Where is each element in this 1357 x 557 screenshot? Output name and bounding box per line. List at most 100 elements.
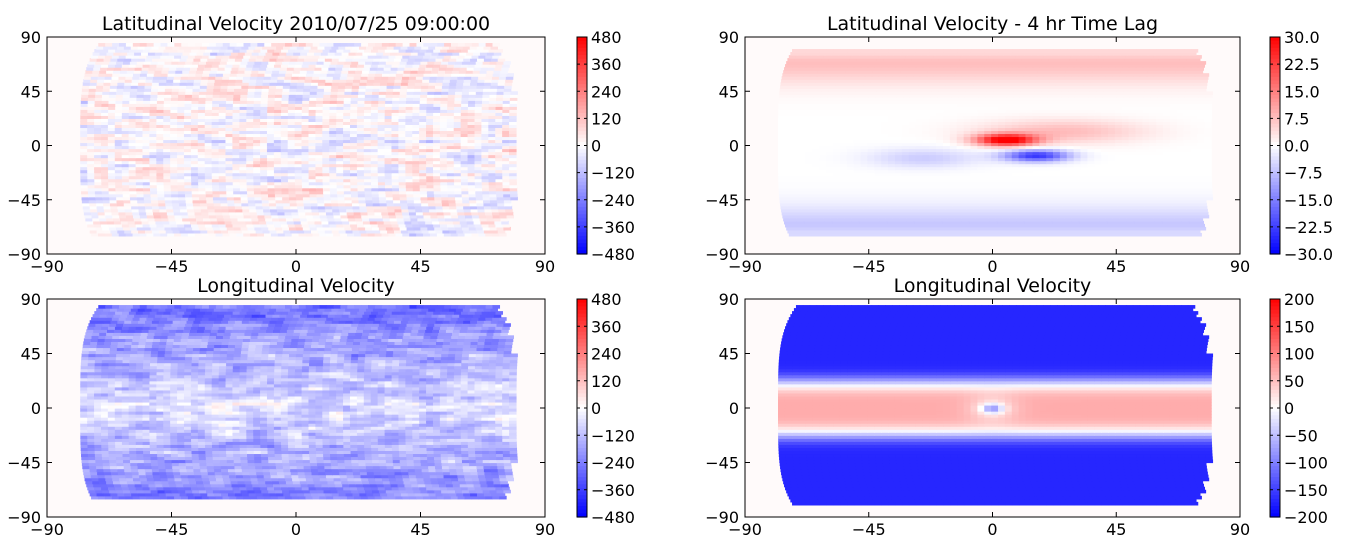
heatmap-cell [363, 223, 372, 228]
heatmap-cell [183, 127, 192, 132]
heatmap-cell [1172, 229, 1180, 234]
heatmap-cell [1168, 217, 1176, 222]
heatmap-cell [809, 211, 817, 216]
heatmap-cell [502, 157, 510, 162]
heatmap-cell [315, 181, 324, 186]
heatmap-cell [412, 49, 421, 53]
heatmap-cell [170, 145, 178, 150]
heatmap-cell [140, 217, 149, 222]
heatmap-cell [197, 223, 206, 228]
heatmap-cell [350, 109, 358, 113]
heatmap-cell [426, 139, 434, 144]
heatmap-cell [476, 88, 484, 92]
heatmap-cell [439, 127, 448, 132]
heatmap-cell [461, 61, 470, 65]
heatmap-cell [918, 208, 927, 213]
heatmap-cell [813, 193, 821, 198]
heatmap-cell [323, 196, 332, 201]
heatmap-cell [239, 127, 247, 132]
heatmap-cell [199, 46, 208, 50]
colorbar-segment [577, 47, 587, 53]
heatmap-cell [322, 169, 330, 174]
heatmap-cell [322, 175, 330, 180]
heatmap-cell [351, 91, 359, 95]
heatmap-cell [123, 88, 131, 92]
heatmap-cell [467, 133, 476, 138]
heatmap-cell [503, 94, 511, 98]
heatmap-cell [163, 157, 171, 162]
heatmap-cell [253, 172, 261, 177]
heatmap-cell [115, 106, 123, 110]
heatmap-cell [391, 118, 400, 122]
heatmap-cell [294, 49, 303, 53]
heatmap-cell [912, 232, 921, 237]
heatmap-cell [502, 187, 511, 192]
heatmap-cell [1138, 205, 1146, 210]
heatmap-cell [912, 211, 920, 216]
heatmap-cell [329, 115, 337, 119]
heatmap-cell [102, 193, 110, 198]
heatmap-cell [149, 127, 157, 132]
heatmap-cell [313, 52, 322, 56]
heatmap-cell [312, 73, 321, 77]
heatmap-cell [414, 46, 422, 50]
heatmap-cell [222, 232, 230, 237]
heatmap-cell [195, 43, 203, 47]
colorbar-segment [577, 102, 587, 107]
heatmap-cell [294, 223, 303, 228]
heatmap-cell [281, 193, 290, 198]
heatmap-cell [149, 118, 157, 122]
heatmap-cell [412, 163, 420, 168]
heatmap-cell [198, 109, 206, 113]
heatmap-cell [238, 220, 246, 225]
heatmap-cell [387, 229, 395, 234]
heatmap-cell [365, 85, 374, 89]
heatmap-cell [95, 88, 104, 92]
heatmap-cell [439, 157, 448, 162]
heatmap-cell [315, 178, 324, 183]
heatmap-cell [217, 52, 225, 56]
heatmap-cell [192, 91, 200, 95]
heatmap-cell [187, 79, 195, 83]
heatmap-cell [214, 79, 223, 83]
heatmap-cell [142, 163, 150, 168]
heatmap-cell [150, 61, 159, 65]
heatmap-cell [87, 112, 95, 116]
heatmap-cell [80, 124, 88, 129]
heatmap-cell [128, 121, 137, 125]
heatmap-cell [144, 85, 153, 89]
heatmap-cell [1160, 214, 1168, 219]
heatmap-cell [406, 97, 414, 101]
heatmap-cell [997, 220, 1005, 225]
heatmap-cell [827, 196, 835, 201]
heatmap-cell [190, 127, 199, 132]
heatmap-cell [460, 121, 469, 125]
heatmap-cell [209, 70, 218, 74]
heatmap-cell [87, 100, 96, 104]
heatmap-cell [228, 58, 236, 62]
heatmap-cell [212, 100, 220, 104]
heatmap-cell [106, 70, 114, 74]
heatmap-cell [260, 49, 268, 53]
heatmap-cell [287, 112, 296, 116]
heatmap-cell [253, 145, 261, 150]
heatmap-cell [347, 43, 355, 47]
heatmap-cell [440, 109, 448, 113]
heatmap-cell [135, 64, 144, 68]
heatmap-cell [460, 109, 469, 113]
heatmap-cell [307, 220, 316, 225]
heatmap-cell [1074, 226, 1083, 231]
heatmap-cell [343, 64, 351, 68]
heatmap-cell [495, 160, 503, 165]
heatmap-cell [207, 208, 216, 213]
heatmap-cell [973, 205, 981, 210]
heatmap-cell [502, 145, 510, 150]
heatmap-cell [365, 46, 374, 50]
heatmap-cell [1150, 226, 1158, 231]
heatmap-cell [109, 196, 117, 201]
heatmap-cell [489, 226, 498, 231]
heatmap-cell [100, 160, 109, 165]
heatmap-cell [336, 121, 344, 125]
heatmap-cell [116, 85, 125, 89]
heatmap-cell [1034, 202, 1042, 207]
